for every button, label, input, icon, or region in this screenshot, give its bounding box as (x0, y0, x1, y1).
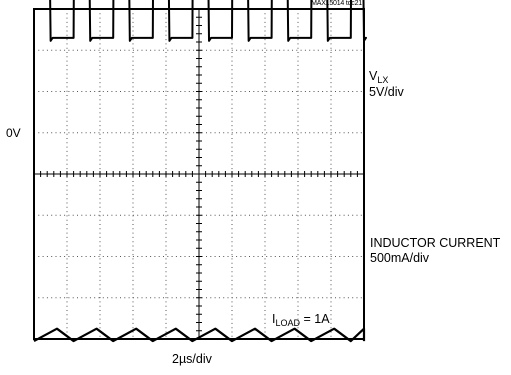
zero-volt-label: 0V (6, 126, 21, 140)
inductor-current-label: INDUCTOR CURRENT 500mA/div (370, 236, 500, 266)
load-prefix: I (272, 312, 276, 326)
scope-frame (33, 8, 365, 340)
load-current-annotation: ILOAD = 1A (272, 312, 330, 328)
load-value: = 1A (300, 312, 330, 326)
graticule (33, 8, 365, 340)
load-subscript: LOAD (275, 318, 300, 328)
timebase-label: 2µs/div (172, 352, 212, 366)
vlx-channel-label: VLX 5V/div (369, 69, 404, 100)
vlx-scale: 5V/div (369, 85, 404, 99)
inductor-current-trace (33, 327, 366, 343)
inductor-current-scale: 500mA/div (370, 251, 430, 265)
vlx-subscript: LX (377, 75, 389, 85)
inductor-current-name: INDUCTOR CURRENT (370, 236, 501, 250)
figure-tag: MAX15014 toc21 (311, 0, 362, 7)
vlx-trace (49, 0, 367, 42)
vlx-name: V (369, 69, 378, 83)
waveform-traces (33, 0, 367, 343)
